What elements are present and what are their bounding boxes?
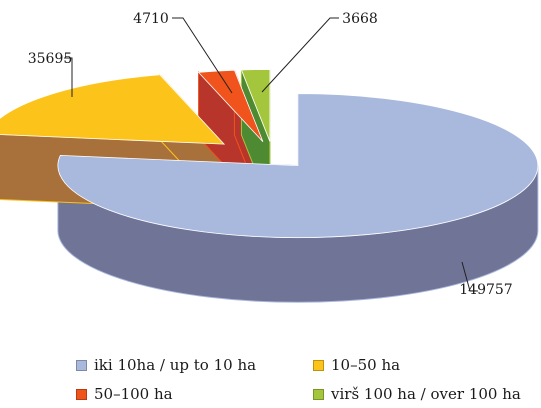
leader-line-50-100 <box>172 17 233 94</box>
leader-line-over-100 <box>261 17 339 93</box>
legend-label-up-to-10: iki 10ha / up to 10 ha <box>94 356 257 374</box>
legend-label-over-100: virš 100 ha / over 100 ha <box>331 385 521 403</box>
legend-item-up-to-10: iki 10ha / up to 10 ha <box>76 354 256 376</box>
pie-slice-up-to-10 <box>57 93 539 239</box>
pie-slice-over-100 <box>240 69 271 142</box>
data-label-50-100: 4710 <box>133 11 169 27</box>
legend-item-over-100: virš 100 ha / over 100 ha <box>313 383 521 405</box>
legend-item-50-100: 50–100 ha <box>76 383 173 405</box>
legend-item-10-50: 10–50 ha <box>313 354 400 376</box>
data-labels: 149757 35695 4710 3668 <box>28 11 513 298</box>
pie-slice-50-100 <box>197 69 264 142</box>
legend-label-50-100: 50–100 ha <box>94 385 173 403</box>
legend-swatch-50-100 <box>76 388 87 400</box>
legend: iki 10ha / up to 10 ha 10–50 ha 50–100 h… <box>0 352 541 404</box>
data-label-up-to-10: 149757 <box>459 282 512 298</box>
legend-swatch-up-to-10 <box>76 359 87 371</box>
legend-swatch-over-100 <box>313 388 324 400</box>
pie-slice-10-50 <box>0 74 226 145</box>
leader-line-up-to-10 <box>461 261 478 292</box>
legend-swatch-10-50 <box>313 359 324 371</box>
leader-line-10-50 <box>64 57 73 97</box>
pie-tops <box>0 69 539 239</box>
data-label-over-100: 3668 <box>342 11 378 27</box>
data-label-10-50: 35695 <box>28 51 73 67</box>
legend-label-10-50: 10–50 ha <box>331 356 401 374</box>
